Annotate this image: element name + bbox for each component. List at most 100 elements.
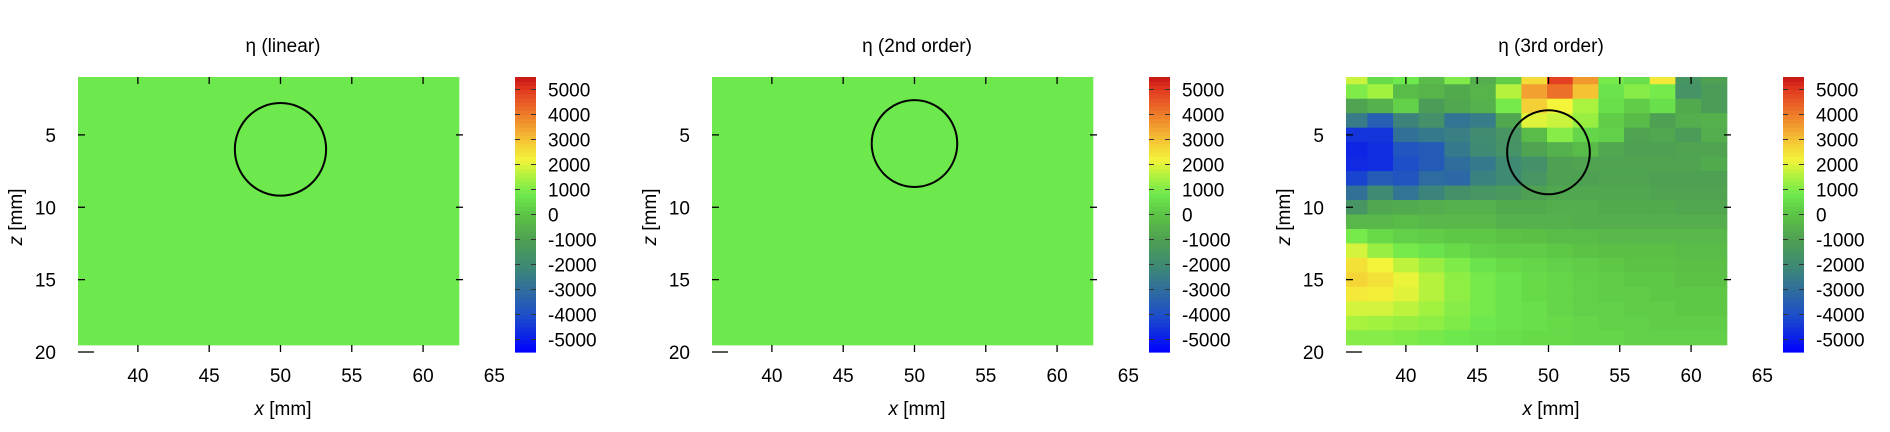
colorbar-tick-label: 1000 (1816, 181, 1858, 202)
heatmap-cell (990, 156, 1017, 172)
heatmap-cell (913, 228, 940, 245)
heatmap-cell (1067, 286, 1094, 302)
heatmap-cell (407, 142, 434, 158)
colorbar-segment (1783, 306, 1804, 311)
colorbar-segment (1149, 89, 1170, 95)
heatmap-cell (759, 301, 786, 317)
heatmap-cell (1598, 200, 1625, 216)
heatmap-cell (176, 142, 203, 158)
heatmap-cell (1649, 301, 1676, 317)
heatmap-cell (433, 113, 460, 129)
y-tick-label: 15 (1303, 271, 1324, 292)
colorbar-segment (1783, 339, 1804, 345)
heatmap-cell (202, 315, 229, 331)
heatmap-cell (887, 84, 914, 100)
colorbar-tick-label: 1000 (1182, 181, 1224, 202)
x-tick-label: 40 (1395, 366, 1416, 387)
colorbar-segment (515, 331, 536, 336)
heatmap-cell (150, 214, 177, 230)
colorbar-segment (1149, 135, 1170, 141)
heatmap-cell (227, 228, 254, 245)
heatmap-cell (1572, 243, 1599, 259)
heatmap-cell (150, 142, 177, 158)
heatmap-cell (253, 257, 280, 273)
heatmap-cell (784, 330, 811, 346)
heatmap-cell (1624, 214, 1651, 230)
colorbar-segment (515, 310, 536, 316)
colorbar-segment (1149, 177, 1170, 182)
colorbar-segment (1149, 231, 1170, 236)
colorbar-segment (515, 193, 536, 199)
heatmap-cell (913, 77, 940, 85)
heatmap-cell (810, 330, 837, 346)
heatmap-cell (1598, 272, 1625, 288)
heatmap-cell (1367, 142, 1394, 158)
x-axis-label: x [mm] (254, 399, 312, 420)
heatmap-cell (150, 272, 177, 288)
colorbar-tick-label: 4000 (1182, 106, 1224, 127)
x-tick-label: 45 (199, 366, 220, 387)
colorbar-segment (1149, 202, 1170, 207)
heatmap-cell (279, 301, 306, 317)
heatmap-cell (938, 315, 965, 331)
heatmap-cell (1067, 171, 1094, 187)
heatmap-cell (1701, 142, 1728, 158)
heatmap-cell (433, 257, 460, 273)
colorbar-segment (1783, 252, 1804, 257)
heatmap-cell (356, 200, 383, 216)
colorbar: 5000 4000 3000 2000 1000 0 -1000 -2000 -3000 -400… (1783, 77, 1865, 353)
heatmap-cell (330, 185, 357, 201)
heatmap-cell (784, 142, 811, 158)
colorbar-segment (515, 343, 536, 349)
heatmap-cell (887, 257, 914, 273)
heatmap-cell (1624, 200, 1651, 216)
heatmap-cell (964, 301, 991, 317)
heatmap-cell (990, 200, 1017, 216)
heatmap-cell (1598, 84, 1625, 100)
colorbar-segment (515, 77, 536, 82)
x-tick-label: 50 (904, 366, 925, 387)
heatmap-cell (356, 171, 383, 187)
heatmap-cell (227, 77, 254, 85)
heatmap-cell (964, 77, 991, 85)
heatmap-cell (1015, 228, 1042, 245)
colorbar-segment (515, 135, 536, 141)
heatmap-cell (227, 301, 254, 317)
heatmap-cell (99, 98, 126, 114)
heatmap-cell (759, 228, 786, 245)
heatmap-cell (1495, 301, 1522, 317)
heatmap-cell (150, 156, 177, 172)
heatmap-cell (304, 272, 331, 288)
y-tick-label: 10 (669, 198, 690, 219)
colorbar-segment (1783, 227, 1804, 232)
y-tick-label: 20 (1303, 343, 1324, 364)
heatmap-cell (1015, 113, 1042, 129)
heatmap-cell (1041, 142, 1068, 158)
heatmap-cell (125, 185, 152, 201)
heatmap-cell (1444, 243, 1471, 259)
heatmap-cell (1367, 185, 1394, 201)
heatmap-cell (1444, 286, 1471, 302)
heatmap-cell (938, 185, 965, 201)
colorbar-tick-label: -1000 (548, 231, 597, 252)
heatmap-cell (1521, 77, 1548, 85)
heatmap-cell (1067, 315, 1094, 331)
heatmap-cell (1624, 171, 1651, 187)
colorbar-segment (515, 256, 536, 261)
heatmap-cell (1015, 185, 1042, 201)
colorbar-segment (1149, 343, 1170, 349)
heatmap-cell (784, 156, 811, 172)
heatmap-cell (1521, 315, 1548, 331)
colorbar-segment (1783, 281, 1804, 286)
heatmap-cell (176, 113, 203, 129)
heatmap-cell (810, 98, 837, 114)
heatmap-cell (1624, 228, 1651, 245)
colorbar-tick-label: -1000 (1182, 231, 1231, 252)
heatmap-cell (1470, 156, 1497, 172)
colorbar-segment (515, 181, 536, 186)
heatmap-cell (279, 330, 306, 346)
heatmap-cell (330, 84, 357, 100)
heatmap-cell (990, 272, 1017, 288)
heatmap-cell (1649, 77, 1676, 85)
colorbar-segment (1149, 268, 1170, 274)
